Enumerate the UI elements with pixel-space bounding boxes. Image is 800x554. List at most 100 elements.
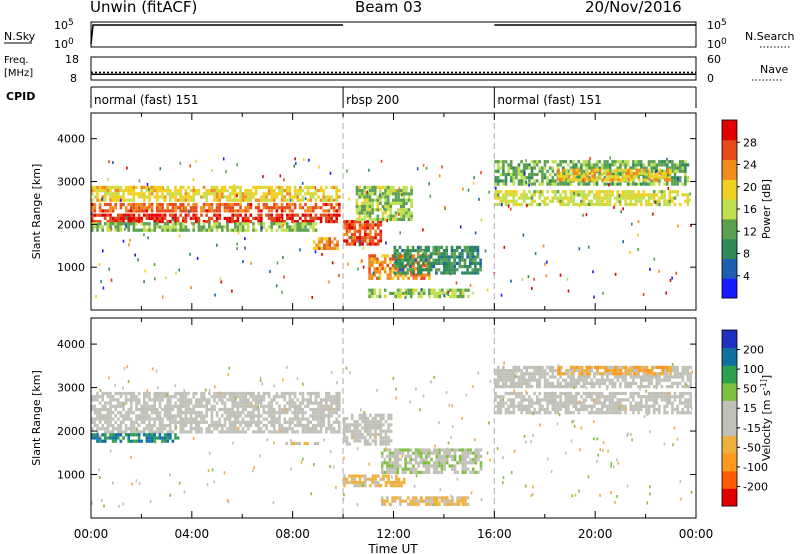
power-cell [148, 202, 151, 207]
velocity-cell [132, 398, 136, 402]
velocity-cell [200, 411, 203, 415]
velocity-cell [135, 401, 138, 405]
velocity-cell [574, 385, 578, 389]
velocity-cell [559, 391, 562, 396]
velocity-cell [226, 391, 229, 396]
velocity-cell [528, 407, 531, 412]
velocity-cell [98, 395, 102, 399]
power-cell [291, 225, 294, 229]
power-cell [535, 172, 539, 177]
velocity-cell [296, 407, 299, 412]
power-cell [603, 196, 607, 200]
velocity-cell [546, 378, 549, 382]
velocity-cell [515, 391, 518, 396]
velocity-cell [504, 372, 508, 376]
velocity-cell [464, 458, 467, 462]
power-cell [317, 216, 320, 220]
power-cell [627, 168, 631, 172]
power-cell [572, 166, 575, 170]
power-cell [379, 232, 383, 237]
velocity-cell [451, 496, 454, 500]
power-cell [361, 226, 364, 230]
velocity-cell [104, 391, 107, 396]
velocity-cell [343, 474, 346, 478]
power-cell [559, 202, 562, 207]
velocity-cell [399, 458, 402, 462]
velocity-cell [494, 372, 497, 376]
power-noise-cell [143, 233, 145, 237]
power-cell [559, 199, 562, 203]
velocity-cell [286, 427, 289, 431]
velocity-cell [391, 499, 394, 503]
velocity-cell [469, 451, 472, 455]
velocity-cell [156, 391, 159, 396]
power-cell [278, 192, 281, 196]
power-cell [252, 185, 255, 189]
velocity-cell [332, 420, 336, 424]
power-noise-cell [143, 280, 145, 284]
velocity-cell [273, 423, 276, 428]
velocity-cell [561, 385, 565, 389]
velocity-cell [262, 395, 266, 399]
power-cell [658, 168, 662, 172]
velocity-cell [652, 365, 656, 369]
power-cell [561, 172, 565, 177]
velocity-cell [435, 454, 439, 458]
power-cell [241, 225, 245, 229]
velocity-cell [293, 404, 297, 408]
power-cell [244, 209, 247, 213]
velocity-cell [327, 391, 331, 396]
velocity-cell [477, 458, 480, 462]
velocity-cell [270, 401, 273, 405]
velocity-cell [564, 407, 568, 412]
power-cell [450, 245, 454, 249]
power-cell [402, 185, 406, 189]
velocity-cell [422, 448, 426, 452]
power-cell [570, 178, 573, 182]
velocity-cell [626, 385, 630, 389]
velocity-cell [603, 372, 607, 376]
velocity-cell [135, 439, 138, 443]
power-cell [299, 228, 302, 232]
velocity-cell [353, 484, 357, 488]
power-cell [406, 268, 410, 272]
power-cell [405, 208, 408, 212]
power-cell [343, 239, 346, 243]
power-cell [195, 213, 198, 217]
velocity-cell [312, 430, 315, 434]
power-cell [270, 220, 273, 224]
velocity-cell [477, 470, 480, 474]
velocity-cell [117, 401, 120, 405]
power-cell [192, 209, 195, 213]
velocity-cell [241, 430, 245, 434]
power-cell [174, 216, 177, 220]
velocity-cell [262, 411, 266, 415]
power-cell [111, 220, 115, 224]
velocity-cell [166, 417, 169, 421]
velocity-cell [438, 454, 441, 458]
power-cell [394, 291, 397, 295]
power-cell [361, 239, 364, 243]
velocity-cell [283, 420, 286, 424]
power-cell [158, 213, 162, 217]
power-cell [192, 195, 195, 199]
velocity-cell [384, 420, 388, 424]
power-cell [580, 182, 583, 186]
power-cell [322, 192, 325, 196]
velocity-cell [366, 439, 370, 443]
velocity-cell [440, 448, 444, 452]
power-cell [283, 220, 286, 224]
velocity-cell [533, 411, 536, 415]
velocity-cell [419, 461, 423, 465]
power-cell [328, 246, 331, 250]
power-cell [458, 261, 462, 265]
velocity-cell [443, 461, 446, 465]
velocity-cell [236, 391, 240, 396]
power-cell [189, 198, 193, 202]
velocity-cell [189, 398, 193, 402]
power-cell [323, 237, 326, 241]
power-cell [213, 213, 216, 217]
velocity-cell [148, 395, 151, 399]
power-noise-cell [542, 201, 545, 205]
velocity-cell [567, 381, 570, 385]
